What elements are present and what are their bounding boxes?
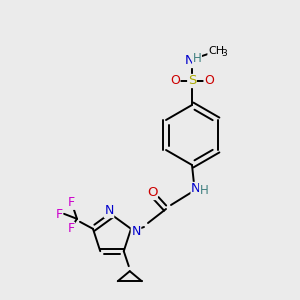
Text: N: N — [185, 55, 195, 68]
Text: O: O — [170, 74, 180, 88]
Text: H: H — [193, 52, 201, 65]
Text: F: F — [56, 208, 62, 221]
Text: S: S — [188, 74, 196, 88]
Text: N: N — [131, 225, 141, 238]
Text: O: O — [147, 187, 157, 200]
Text: CH: CH — [208, 46, 224, 56]
Text: F: F — [68, 222, 74, 235]
Text: O: O — [204, 74, 214, 88]
Text: N: N — [104, 205, 114, 218]
Text: F: F — [68, 196, 74, 209]
Text: 3: 3 — [221, 50, 227, 58]
Text: H: H — [200, 184, 208, 196]
Text: N: N — [191, 182, 201, 196]
